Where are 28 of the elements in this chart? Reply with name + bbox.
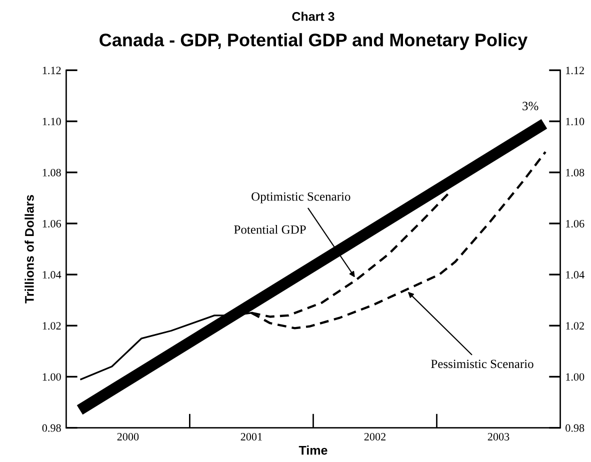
y-tick-label: 1.12 [42, 66, 61, 74]
x-tick-label: 2000 [117, 432, 139, 440]
y2-tick-label: 1.02 [566, 322, 584, 330]
chart-subtitle: Chart 3 [292, 12, 334, 21]
y-tick-label: 1.10 [42, 118, 61, 126]
x-tick-label: 2001 [240, 432, 262, 440]
text: Potential GDP [234, 225, 306, 234]
y-tick-label: 1.02 [42, 322, 61, 330]
y2-tick-label: 0.98 [566, 424, 584, 432]
y-tick-label: 1.04 [42, 271, 62, 279]
annotation: Optimistic Scenario [252, 192, 350, 204]
annotation: 3% [522, 102, 538, 110]
y2-tick-label: 1.06 [566, 220, 584, 228]
chart-title: Canada - GDP, Potential GDP and Monetary Policy [100, 33, 528, 50]
y-axis-title: Trillions of Dollars [24, 195, 34, 304]
y-tick-label: 1.06 [42, 220, 61, 228]
y-tick-label: 1.00 [42, 373, 61, 381]
y2-tick-label: 1.04 [566, 271, 584, 279]
y2-tick-label: 1.08 [566, 168, 584, 176]
annotation: Pessimistic Scenario [431, 360, 534, 368]
y-tick-label: 1.08 [42, 168, 61, 176]
y2-tick-label: 1.12 [566, 66, 584, 74]
y2-tick-label: 1.00 [566, 373, 584, 381]
x-tick-label: 2003 [488, 432, 510, 440]
y-tick-label: 0.98 [42, 424, 61, 432]
y2-tick-label: 1.10 [566, 118, 584, 126]
x-axis-title: Time [298, 446, 328, 455]
x-tick-label: 2002 [364, 432, 386, 440]
